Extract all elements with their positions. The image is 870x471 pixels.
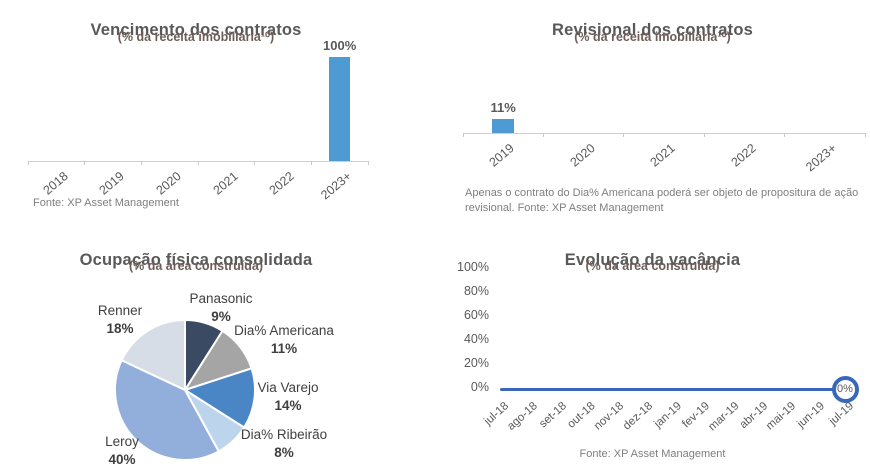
source-note: Fonte: XP Asset Management — [579, 448, 726, 460]
y-axis-label: 60% — [463, 308, 489, 322]
axis-tick — [84, 161, 86, 165]
bar-chart-plot-area: 2018 2019 2020 2021 2022 100% 2023+ — [27, 0, 369, 202]
pie-label: Panasonic 9% — [189, 290, 252, 326]
chart-title: Evolução da vacância — [564, 250, 741, 269]
x-axis-label: 2021 — [210, 169, 241, 198]
chart-ocupacao-fisica-consolidada: Ocupação física consolidada (% da área c… — [0, 230, 435, 471]
chart-vencimento-dos-contratos: Vencimento dos contratos (% da receita i… — [0, 0, 435, 230]
axis-tick — [703, 133, 705, 137]
x-axis-label: 2020 — [567, 141, 598, 170]
axis-tick — [254, 161, 256, 165]
x-axis-label: 2022 — [728, 141, 759, 170]
x-axis-label: jul-19 — [827, 400, 857, 428]
chart-subtitle: (% da área construída) — [585, 259, 720, 273]
pie-label-name: Dia% Ribeirão — [240, 427, 328, 442]
vacancy-line — [500, 387, 845, 391]
chart-subtitle: (% da área construída) — [128, 259, 264, 273]
bar-2023+ — [329, 57, 351, 161]
bar-value-label: 11% — [490, 99, 516, 115]
pie-label-value: 9% — [211, 308, 231, 324]
axis-tick — [140, 161, 142, 165]
pie-label: Dia% Ribeirão 8% — [241, 426, 327, 462]
pie-chart — [114, 319, 256, 461]
x-axis-label: jun-19 — [795, 400, 828, 431]
axis-tick — [623, 133, 625, 137]
x-axis-label: out-18 — [565, 400, 598, 431]
pie-label: Via Varejo 14% — [257, 379, 318, 415]
pie-label-value: 40% — [108, 451, 136, 467]
pie-slice-renner — [120, 319, 186, 391]
x-axis-label: 2023+ — [317, 169, 354, 203]
axis-tick — [542, 133, 544, 137]
x-axis-label: ago-18 — [505, 400, 540, 433]
y-axis-label: 20% — [463, 356, 489, 370]
chart-title: Vencimento dos contratos — [90, 20, 302, 39]
pie-label-value: 18% — [106, 320, 134, 336]
source-note: Fonte: XP Asset Management — [33, 197, 179, 209]
chart-subtitle: (% da receita imobiliária¹⁰) — [117, 30, 275, 44]
pie-label-value: 14% — [274, 397, 302, 413]
axis-tick — [462, 133, 464, 137]
pie-label-name: Leroy — [105, 434, 139, 449]
pie-slice-via-varejo — [184, 367, 256, 429]
footnote: Apenas o contrato do Dia% Americana pode… — [465, 187, 859, 214]
pie-label-value: 8% — [274, 444, 294, 460]
pie-label-name: Via Varejo — [257, 380, 319, 395]
x-axis-label: 2023+ — [802, 141, 839, 175]
axis-tick — [27, 161, 29, 165]
y-axis-label: 40% — [463, 332, 489, 346]
pie-slice-leroy — [114, 359, 220, 461]
x-axis-label: 2020 — [153, 169, 184, 198]
x-axis-label: 2021 — [647, 141, 678, 170]
x-axis-label: mai-19 — [764, 400, 799, 433]
x-axis-label: set-18 — [536, 400, 569, 431]
chart-subtitle: (% da receita imobiliária¹⁰) — [574, 30, 731, 44]
x-axis-label: 2019 — [96, 169, 127, 198]
x-axis-label: 2022 — [266, 169, 297, 198]
pie-label: Dia% Americana 11% — [234, 322, 334, 358]
y-axis-label: 0% — [470, 380, 489, 394]
pie-label-name: Panasonic — [189, 291, 253, 306]
axis-tick — [310, 161, 312, 165]
pie-label-value: 11% — [270, 340, 298, 356]
x-axis-label: nov-18 — [591, 400, 627, 433]
axis-tick — [367, 161, 369, 165]
x-axis-label: dez-18 — [620, 400, 655, 433]
y-axis-label: 100% — [457, 260, 489, 274]
axis-tick — [864, 133, 866, 137]
pie-label-name: Renner — [97, 303, 143, 318]
x-axis-label: abr-19 — [737, 400, 770, 432]
pie-label: Renner 18% — [98, 302, 142, 338]
chart-evolucao-da-vacancia: Evolução da vacância (% da área construí… — [435, 230, 870, 471]
pie-label-name: Dia% Americana — [234, 323, 334, 338]
axis-tick — [197, 161, 199, 165]
axis-tick — [784, 133, 786, 137]
bar-chart-plot-area: 11% 2019 2020 2021 2022 2023+ — [462, 0, 866, 174]
x-axis-label: 2019 — [486, 141, 518, 170]
pie-label: Leroy 40% — [105, 433, 139, 469]
x-axis-label: 2018 — [40, 169, 71, 198]
end-point-marker: 0% — [831, 375, 859, 403]
x-axis-label: mar-19 — [705, 400, 742, 434]
bar-value-label: 100% — [323, 38, 357, 53]
chart-title: Revisional dos contratos — [551, 20, 753, 39]
y-axis-label: 80% — [463, 284, 489, 298]
line-chart-plot-area: 100% 80% 60% 40% 20% 0% jul-18 ago-18 set-18 out-… — [435, 230, 870, 471]
chart-revisional-dos-contratos: Revisional dos contratos (% da receita i… — [435, 0, 870, 230]
x-axis-label: jan-19 — [651, 400, 684, 431]
chart-title: Ocupação física consolidada — [79, 250, 313, 269]
bar-2019 — [492, 118, 515, 133]
